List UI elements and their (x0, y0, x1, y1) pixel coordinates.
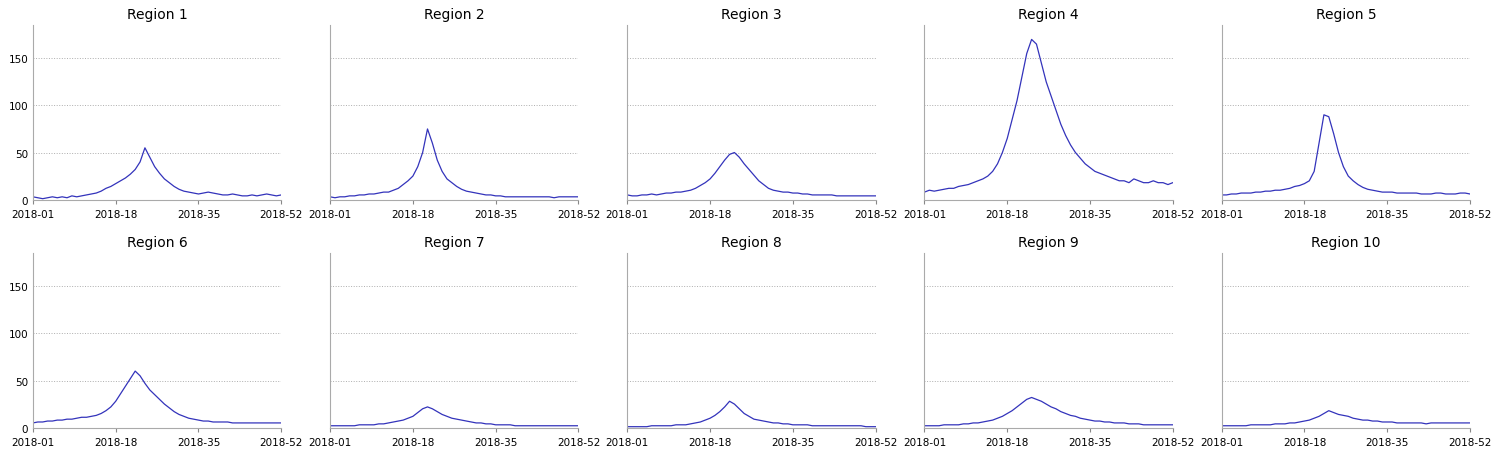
Title: Region 4: Region 4 (1019, 8, 1078, 22)
Title: Region 1: Region 1 (126, 8, 188, 22)
Title: Region 10: Region 10 (1311, 236, 1380, 250)
Title: Region 3: Region 3 (722, 8, 782, 22)
Title: Region 7: Region 7 (424, 236, 484, 250)
Title: Region 8: Region 8 (722, 236, 782, 250)
Title: Region 5: Region 5 (1316, 8, 1376, 22)
Title: Region 6: Region 6 (126, 236, 188, 250)
Title: Region 2: Region 2 (424, 8, 484, 22)
Title: Region 9: Region 9 (1019, 236, 1078, 250)
